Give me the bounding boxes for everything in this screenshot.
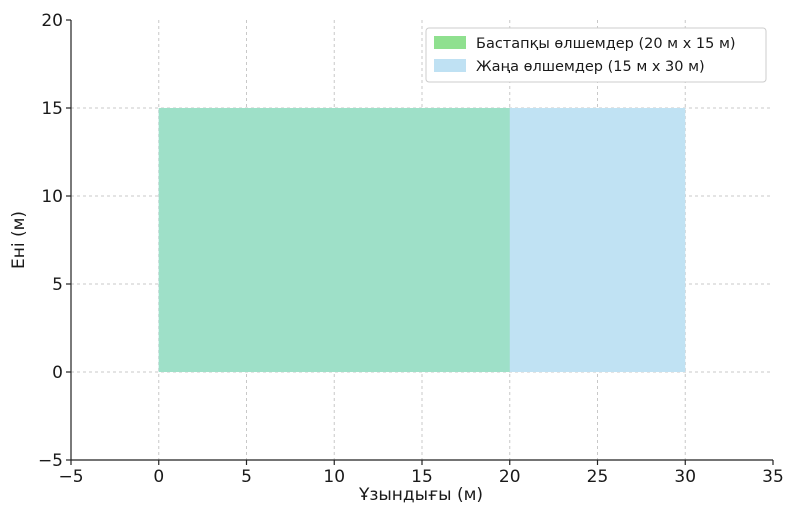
area-original-dimensions (158, 108, 510, 372)
x-tick-label: 35 (762, 467, 784, 487)
legend-swatch-new (434, 59, 466, 72)
y-axis-label: Ені (м) (9, 211, 29, 269)
x-tick-label: 20 (499, 467, 521, 487)
y-tick-label: 20 (41, 11, 63, 31)
legend-frame (425, 27, 767, 83)
y-tick-label: 10 (41, 187, 63, 207)
y-tick-label: 15 (41, 99, 63, 119)
legend-label-original: Бастапқы өлшемдер (20 м x 15 м) (476, 36, 736, 52)
x-tick-label: 25 (587, 467, 609, 487)
x-tick-label: 15 (411, 467, 433, 487)
y-tick-label: 0 (52, 363, 63, 383)
series-layer (158, 108, 686, 372)
legend-swatch-original (434, 36, 466, 49)
ticks-layer: −5 0 5 10 15 20 25 30 35 −5 0 5 10 15 20 (38, 11, 784, 487)
x-tick-label: −5 (58, 467, 83, 487)
x-axis-label: Ұзындығы (м) (358, 485, 483, 505)
x-tick-label: 10 (323, 467, 345, 487)
x-tick-label: 0 (153, 467, 164, 487)
x-tick-label: 5 (241, 467, 252, 487)
y-tick-label: 5 (52, 275, 63, 295)
legend: Бастапқы өлшемдер (20 м x 15 м) Жаңа өлш… (425, 27, 767, 83)
y-tick-label: −5 (38, 451, 63, 471)
x-tick-label: 30 (674, 467, 696, 487)
legend-label-new: Жаңа өлшемдер (15 м x 30 м) (476, 59, 705, 75)
